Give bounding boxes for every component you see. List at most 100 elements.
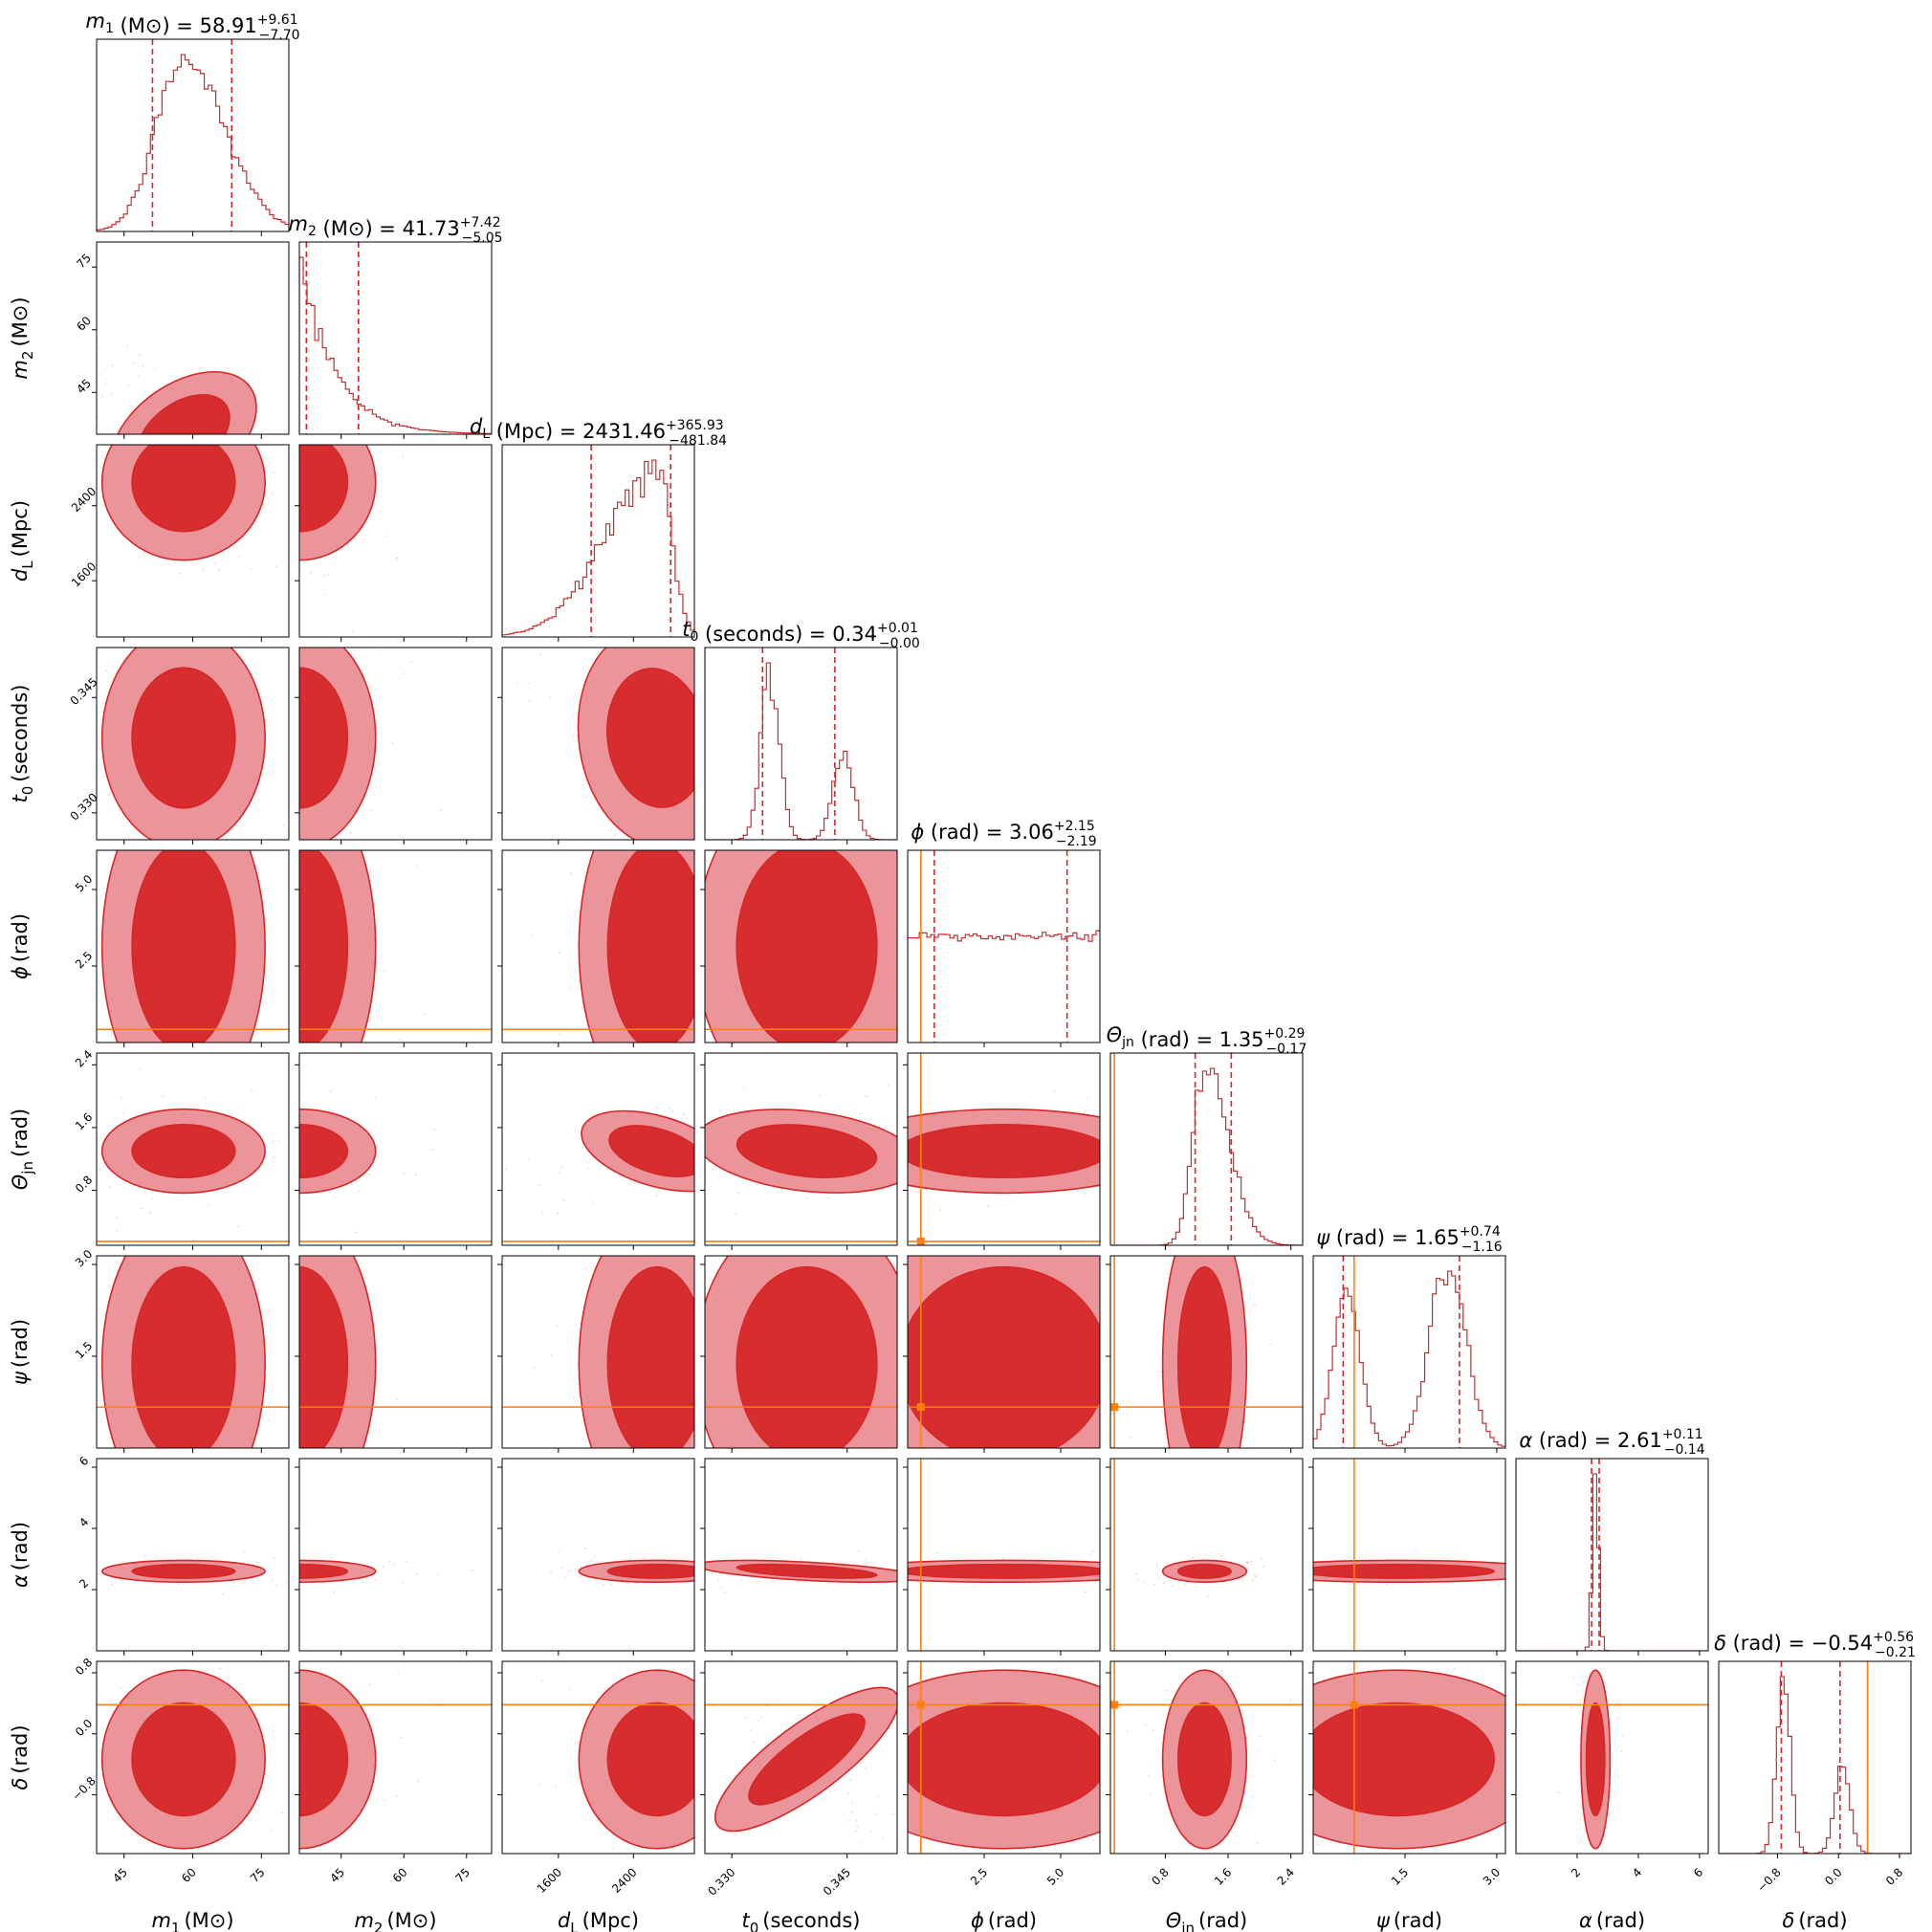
contour-inner bbox=[735, 1265, 878, 1448]
panel-title-dL: dL (Mpc) = 2431.46+365.93 −481.84 bbox=[470, 415, 727, 449]
y-tick-label: 2 bbox=[77, 1576, 91, 1591]
panel-delta-vs-delta: δ (rad) = −0.54+0.56 −0.21 −0.8 0.0 0.8 bbox=[1714, 1630, 1916, 1895]
y-tick-label: 1.6 bbox=[73, 1110, 95, 1132]
contour-inner bbox=[606, 1563, 694, 1579]
y-tick-label: 4 bbox=[77, 1515, 91, 1529]
panel-m2-vs-m2: m2 (M⊙) = 41.73+7.42 −5.05 bbox=[288, 212, 503, 439]
x-tick-label: 1.5 bbox=[1389, 1865, 1411, 1887]
contour-inner bbox=[908, 1265, 1100, 1448]
panel-frame bbox=[501, 1660, 695, 1855]
panel-frame bbox=[96, 1458, 290, 1652]
x-tick-label: 0.8 bbox=[1883, 1865, 1905, 1887]
y-tick-label: 2400 bbox=[69, 485, 99, 515]
contour-inner bbox=[131, 1124, 236, 1179]
contour-inner bbox=[606, 1701, 694, 1817]
contour-inner bbox=[605, 668, 694, 808]
panel-t0-vs-dL bbox=[497, 647, 695, 845]
histogram-m2 bbox=[299, 256, 492, 434]
x-tick-label: 3.0 bbox=[1481, 1865, 1503, 1887]
y-tick-label: 1.5 bbox=[73, 1339, 95, 1361]
panel-frame bbox=[1515, 1458, 1709, 1652]
panel-frame bbox=[1718, 1660, 1912, 1855]
panel-psi-vs-m2 bbox=[295, 1255, 493, 1453]
contour-inner bbox=[1585, 1701, 1606, 1817]
panel-dL-vs-m2 bbox=[295, 444, 493, 642]
panel-frame bbox=[907, 1255, 1101, 1449]
panel-title-theta_jn: Θjn (rad) = 1.35+0.29 −0.17 bbox=[1107, 1023, 1307, 1057]
panel-frame bbox=[1312, 1660, 1506, 1855]
panel-frame bbox=[501, 1458, 695, 1652]
panel-delta-vs-m1: 45 60 75 −0.8 0.0 0.8 bbox=[69, 1656, 290, 1885]
x-tick-label: 1.6 bbox=[1212, 1865, 1234, 1887]
histogram-psi bbox=[1313, 1270, 1505, 1448]
panel-frame bbox=[501, 1052, 695, 1246]
panel-delta-vs-dL: 1600 2400 bbox=[497, 1660, 695, 1896]
x-tick-label: 0.330 bbox=[705, 1865, 737, 1898]
panel-frame bbox=[298, 1660, 493, 1855]
contour-inner bbox=[1176, 1563, 1232, 1579]
panel-psi-vs-phi bbox=[903, 1255, 1101, 1453]
y-tick-label: 1600 bbox=[69, 560, 99, 589]
contour-inner bbox=[131, 850, 236, 1043]
y-tick-label: 2.5 bbox=[73, 949, 95, 971]
contour-inner bbox=[131, 445, 236, 533]
panel-psi-vs-t0 bbox=[700, 1255, 898, 1453]
contour-inner bbox=[908, 1124, 1100, 1179]
panel-title-psi: ψ (rad) = 1.65+0.74 −1.16 bbox=[1316, 1224, 1502, 1255]
panel-alpha-vs-m2 bbox=[295, 1458, 493, 1656]
panel-t0-vs-t0: t0 (seconds) = 0.34+0.01 −0.00 bbox=[682, 618, 920, 845]
panel-theta_jn-vs-t0 bbox=[700, 1052, 898, 1250]
panel-title-m2: m2 (M⊙) = 41.73+7.42 −5.05 bbox=[288, 212, 502, 246]
histogram-t0 bbox=[705, 662, 897, 840]
panel-frame bbox=[501, 1255, 695, 1449]
y-tick-label: 0.330 bbox=[68, 790, 100, 823]
panel-m1-vs-m1: m1 (M⊙) = 58.91+9.61 −7.70 bbox=[85, 10, 300, 236]
y-tick-label: 0.8 bbox=[73, 1174, 95, 1196]
contour-inner bbox=[606, 1265, 694, 1448]
panel-frame bbox=[501, 444, 695, 638]
x-tick-label: 0.345 bbox=[821, 1865, 853, 1898]
panel-frame bbox=[704, 849, 898, 1043]
panel-alpha-vs-theta_jn bbox=[1106, 1458, 1304, 1656]
x-axis-label-alpha: α (rad) bbox=[1579, 1909, 1645, 1932]
panel-frame bbox=[1109, 1660, 1304, 1855]
contour-inner bbox=[908, 1701, 1100, 1817]
x-tick-label: 5.0 bbox=[1044, 1865, 1066, 1887]
panel-frame bbox=[298, 241, 493, 435]
panel-frame bbox=[704, 1660, 898, 1855]
panel-frame bbox=[704, 1255, 898, 1449]
contour-inner bbox=[299, 667, 349, 809]
panel-phi-vs-m2 bbox=[295, 849, 493, 1047]
x-tick-label: 0.0 bbox=[1822, 1865, 1844, 1887]
panel-delta-vs-theta_jn: 0.8 1.6 2.4 bbox=[1106, 1660, 1304, 1888]
panel-frame bbox=[1109, 1255, 1304, 1449]
x-tick-label: 2.4 bbox=[1275, 1865, 1297, 1887]
y-tick-label: 0.345 bbox=[68, 675, 100, 708]
y-tick-label: 60 bbox=[74, 314, 94, 334]
panel-alpha-vs-psi bbox=[1308, 1458, 1506, 1656]
y-tick-label: 0.0 bbox=[73, 1717, 95, 1739]
x-axis-label-m2: m2 (M⊙) bbox=[354, 1909, 436, 1932]
x-tick-label: 60 bbox=[179, 1865, 199, 1885]
panel-frame bbox=[907, 1458, 1101, 1652]
y-axis-label-t0: t0(seconds) bbox=[9, 684, 36, 802]
x-tick-label: 45 bbox=[110, 1865, 130, 1885]
x-axis-label-m1: m1 (M⊙) bbox=[151, 1909, 233, 1932]
panel-theta_jn-vs-phi bbox=[903, 1052, 1101, 1250]
truth-marker bbox=[916, 1403, 925, 1412]
panel-theta_jn-vs-m1: 0.8 1.6 2.4 bbox=[73, 1047, 290, 1250]
x-tick-label: 45 bbox=[327, 1865, 347, 1885]
panel-frame bbox=[298, 1255, 493, 1449]
panel-theta_jn-vs-theta_jn: Θjn (rad) = 1.35+0.29 −0.17 bbox=[1107, 1023, 1307, 1250]
contour-inner bbox=[299, 1124, 349, 1179]
x-tick-label: 60 bbox=[390, 1865, 410, 1885]
x-tick-label: 2400 bbox=[609, 1865, 639, 1895]
truth-marker bbox=[1110, 1701, 1119, 1709]
y-axis-label-m2: m2(M⊙) bbox=[9, 296, 36, 379]
panel-frame bbox=[501, 849, 695, 1043]
panel-frame bbox=[298, 849, 493, 1043]
panel-delta-vs-phi: 2.5 5.0 bbox=[903, 1660, 1101, 1888]
panel-psi-vs-m1: 1.5 3.0 bbox=[73, 1247, 290, 1453]
contour-inner bbox=[735, 1124, 878, 1178]
